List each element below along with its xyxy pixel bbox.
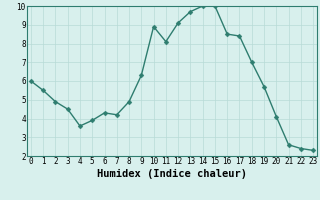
X-axis label: Humidex (Indice chaleur): Humidex (Indice chaleur) (97, 169, 247, 179)
